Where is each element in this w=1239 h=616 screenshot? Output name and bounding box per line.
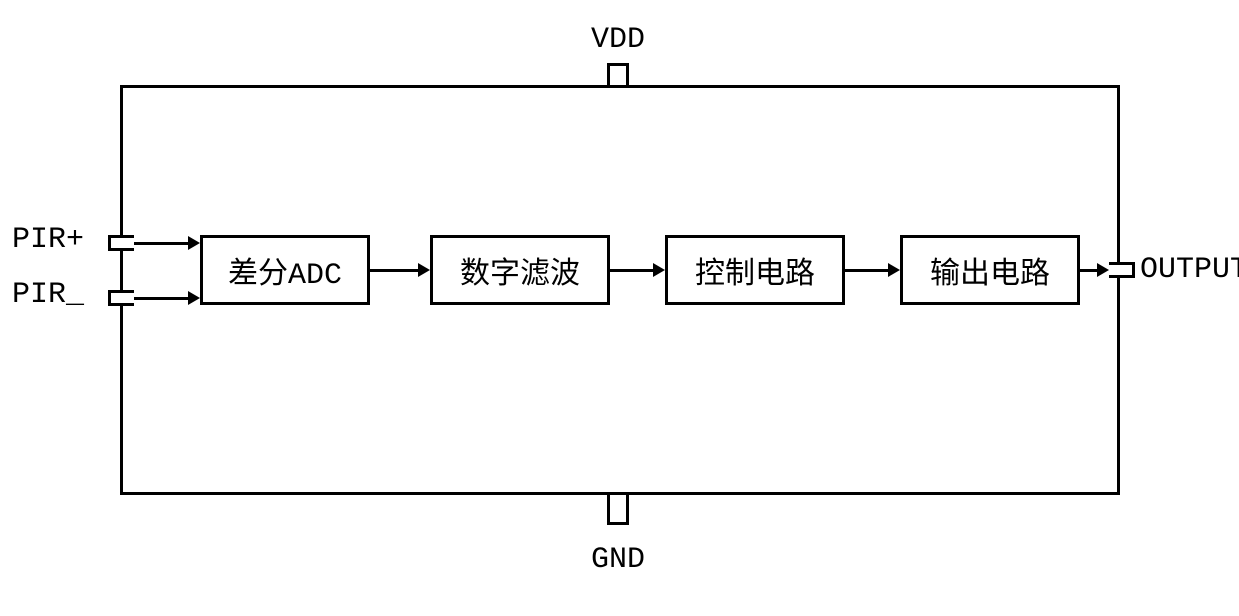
- arrow-head-icon: [888, 263, 900, 277]
- vdd-port: [607, 63, 629, 85]
- vdd-label: VDD: [591, 25, 645, 55]
- digital-filter-label: 数字滤波: [460, 248, 580, 293]
- differential-adc-label: 差分ADC: [228, 248, 342, 293]
- arrow-head-icon: [1097, 263, 1109, 277]
- arrow-head-icon: [418, 263, 430, 277]
- arrow-line: [370, 269, 418, 272]
- arrow-line: [134, 297, 188, 300]
- arrow-line: [845, 269, 888, 272]
- output-label: OUTPUT: [1140, 255, 1239, 285]
- control-circuit-block: 控制电路: [665, 235, 845, 305]
- pir-plus-label: PIR+: [12, 225, 84, 255]
- gnd-label: GND: [591, 545, 645, 575]
- arrow-line: [1080, 269, 1097, 272]
- gnd-port: [607, 495, 629, 525]
- output-circuit-label: 输出电路: [930, 248, 1050, 293]
- output-circuit-block: 输出电路: [900, 235, 1080, 305]
- diagram-canvas: VDD PIR+ PIR_ OUTPUT GND 差分ADC 数字滤波 控制电路…: [0, 0, 1239, 616]
- control-circuit-label: 控制电路: [695, 248, 815, 293]
- output-port: [1109, 262, 1135, 278]
- arrow-head-icon: [653, 263, 665, 277]
- arrow-line: [610, 269, 653, 272]
- arrow-line: [134, 242, 188, 245]
- pir-minus-label: PIR_: [12, 280, 84, 310]
- arrow-head-icon: [188, 236, 200, 250]
- differential-adc-block: 差分ADC: [200, 235, 370, 305]
- arrow-head-icon: [188, 291, 200, 305]
- pir-minus-port: [108, 290, 134, 306]
- pir-plus-port: [108, 235, 134, 251]
- digital-filter-block: 数字滤波: [430, 235, 610, 305]
